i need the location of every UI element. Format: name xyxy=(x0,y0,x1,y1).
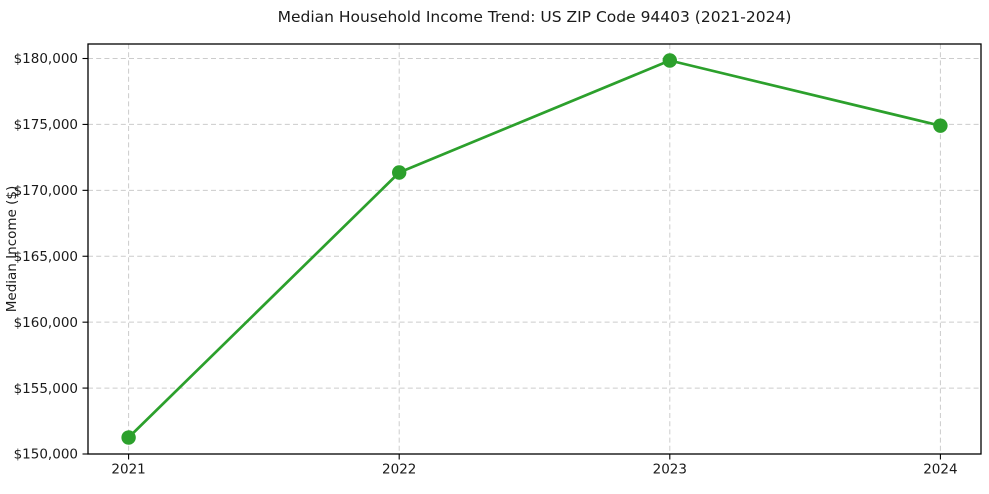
y-tick-label: $155,000 xyxy=(14,381,78,397)
y-tick-label: $165,000 xyxy=(14,249,78,265)
data-point-marker xyxy=(662,53,677,68)
x-tick-label: 2024 xyxy=(923,462,957,478)
y-tick-label: $180,000 xyxy=(14,51,78,67)
data-point-marker xyxy=(933,118,948,133)
x-tick-label: 2023 xyxy=(653,462,687,478)
chart-title: Median Household Income Trend: US ZIP Co… xyxy=(278,8,792,26)
y-tick-label: $160,000 xyxy=(14,315,78,331)
y-tick-label: $150,000 xyxy=(14,447,78,463)
y-tick-label: $175,000 xyxy=(14,117,78,133)
x-tick-label: 2022 xyxy=(382,462,416,478)
x-tick-label: 2021 xyxy=(111,462,145,478)
data-point-marker xyxy=(392,165,407,180)
grid-layer xyxy=(88,44,981,455)
data-point-marker xyxy=(121,430,136,445)
data-series-layer xyxy=(121,53,948,445)
plot-border xyxy=(87,43,982,455)
y-tick-label: $170,000 xyxy=(14,183,78,199)
income-trend-line xyxy=(127,59,942,439)
y-axis-label: Median Income ($) xyxy=(4,186,20,312)
axis-layer: $150,000 $155,000 $160,000 $165,000 $170,000… xyxy=(14,51,958,477)
